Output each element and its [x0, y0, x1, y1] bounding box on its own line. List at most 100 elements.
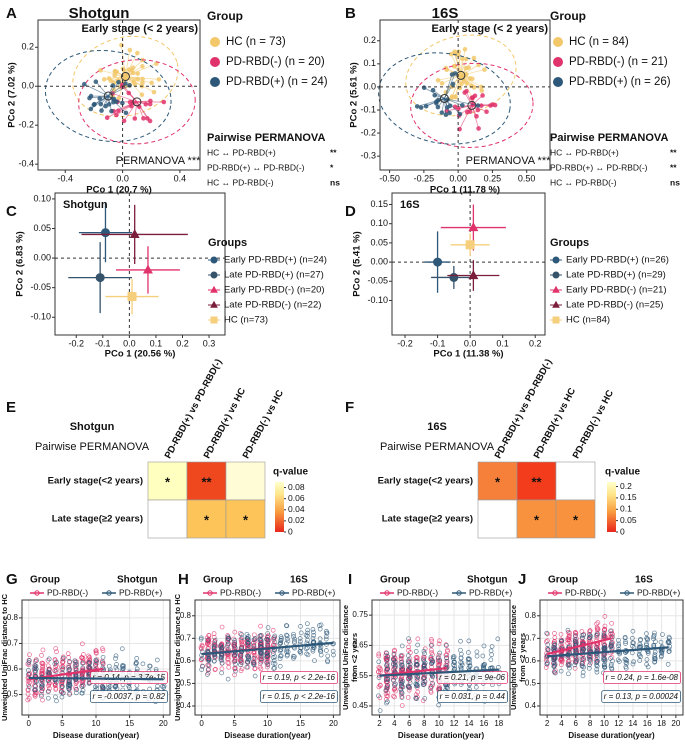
legend-swatch — [210, 271, 218, 279]
stat-box — [90, 690, 168, 704]
sample-point — [211, 631, 217, 636]
sample-point — [305, 652, 311, 658]
sample-point — [602, 614, 608, 619]
sample-point — [594, 659, 600, 665]
stat-box — [260, 671, 338, 685]
sample-point — [437, 650, 443, 656]
sample-point — [53, 679, 59, 685]
sample-point — [98, 101, 104, 107]
panel-letter: J — [518, 571, 526, 588]
sample-point — [127, 47, 133, 53]
centroid-point — [468, 270, 479, 280]
sample-point — [463, 56, 469, 62]
sample-point — [225, 634, 231, 640]
legend-label: PD-RBD(-) — [397, 587, 438, 597]
sample-point — [399, 659, 405, 665]
legend-title: q-value — [605, 467, 640, 478]
centroid — [132, 97, 142, 107]
x-tick-label: 20 — [329, 719, 338, 728]
legend-swatch — [552, 590, 558, 596]
sample-point — [199, 667, 205, 672]
y-tick-label: -0.4 — [18, 159, 34, 169]
legend-label: Early PD-RBD(-) (n=21) — [566, 285, 667, 296]
sample-point — [81, 81, 87, 87]
legend-swatch — [624, 590, 630, 596]
stat-label: r = 0.031, p = 0.44 — [440, 692, 506, 701]
sample-point — [451, 63, 457, 69]
y-tick-label: 0.7 — [7, 639, 19, 648]
legend-swatch — [210, 57, 220, 67]
sample-point — [414, 662, 420, 667]
sample-point — [430, 682, 436, 688]
sample-point — [116, 95, 122, 101]
spoke — [464, 92, 473, 106]
plot-frame — [539, 599, 684, 716]
sample-point — [213, 666, 218, 672]
sample-point — [385, 666, 390, 672]
sample-point — [429, 650, 435, 655]
sample-point — [40, 647, 46, 653]
sample-point — [149, 80, 154, 86]
sample-point — [123, 81, 128, 86]
ellipse — [78, 59, 196, 145]
sample-point — [552, 668, 558, 673]
sample-point — [135, 71, 141, 76]
heat-cell — [225, 499, 266, 539]
legend-swatch — [553, 57, 563, 67]
plot-frame — [371, 599, 511, 716]
colorbar-label: 0.05 — [620, 515, 637, 525]
x-tick-label: 8 — [588, 719, 593, 728]
legend-swatch — [553, 77, 563, 87]
sample-point — [46, 667, 52, 672]
sample-point — [66, 668, 72, 673]
sample-point — [127, 83, 132, 88]
sample-point — [111, 99, 116, 105]
spoke — [471, 95, 483, 106]
row-label: Early stage(<2 years) — [378, 476, 473, 487]
legend-label: HC (n = 84) — [569, 36, 629, 48]
sample-point — [45, 669, 51, 675]
sample-point — [466, 665, 472, 671]
sample-point — [566, 671, 571, 677]
sample-point — [80, 641, 85, 647]
sample-point — [428, 685, 433, 691]
sample-point — [616, 641, 622, 647]
y-axis-label: PCo 2 (5.61 %) — [349, 62, 360, 127]
sample-point — [198, 636, 204, 642]
x-tick-label: 20 — [671, 719, 680, 728]
sample-point — [251, 656, 257, 661]
sample-point — [40, 660, 45, 666]
sample-point — [238, 657, 244, 663]
row-label: Late stage(≥2 years) — [382, 514, 473, 525]
fit-line — [379, 668, 499, 677]
sample-point — [631, 640, 636, 646]
centroid-point — [100, 228, 110, 238]
sample-point — [595, 658, 601, 664]
sample-point — [456, 106, 461, 112]
legend-swatch — [384, 590, 390, 596]
sample-point — [601, 630, 607, 636]
sample-point — [608, 628, 613, 634]
sample-point — [616, 643, 621, 649]
x-tick-label: 14 — [465, 719, 474, 728]
sample-point — [580, 669, 586, 675]
sample-point — [430, 87, 436, 93]
sample-point — [120, 664, 125, 669]
sample-point — [80, 683, 86, 688]
legend-swatch — [210, 256, 218, 264]
sample-point — [159, 684, 165, 689]
sample-point — [303, 646, 309, 652]
cell-sig: * — [495, 474, 501, 489]
x-tick-label: 0.1 — [150, 338, 163, 348]
sample-point — [602, 665, 608, 670]
sample-point — [384, 693, 390, 699]
stat-label: r = 0.13, p = 0.00024 — [604, 692, 679, 701]
sample-point — [552, 639, 557, 645]
sample-point — [61, 655, 66, 661]
spoke — [93, 95, 109, 106]
sample-point — [581, 647, 587, 652]
sample-point — [97, 96, 103, 101]
sample-point — [73, 690, 79, 696]
heat-cell — [186, 461, 227, 501]
panel-title: 16S — [427, 421, 447, 433]
